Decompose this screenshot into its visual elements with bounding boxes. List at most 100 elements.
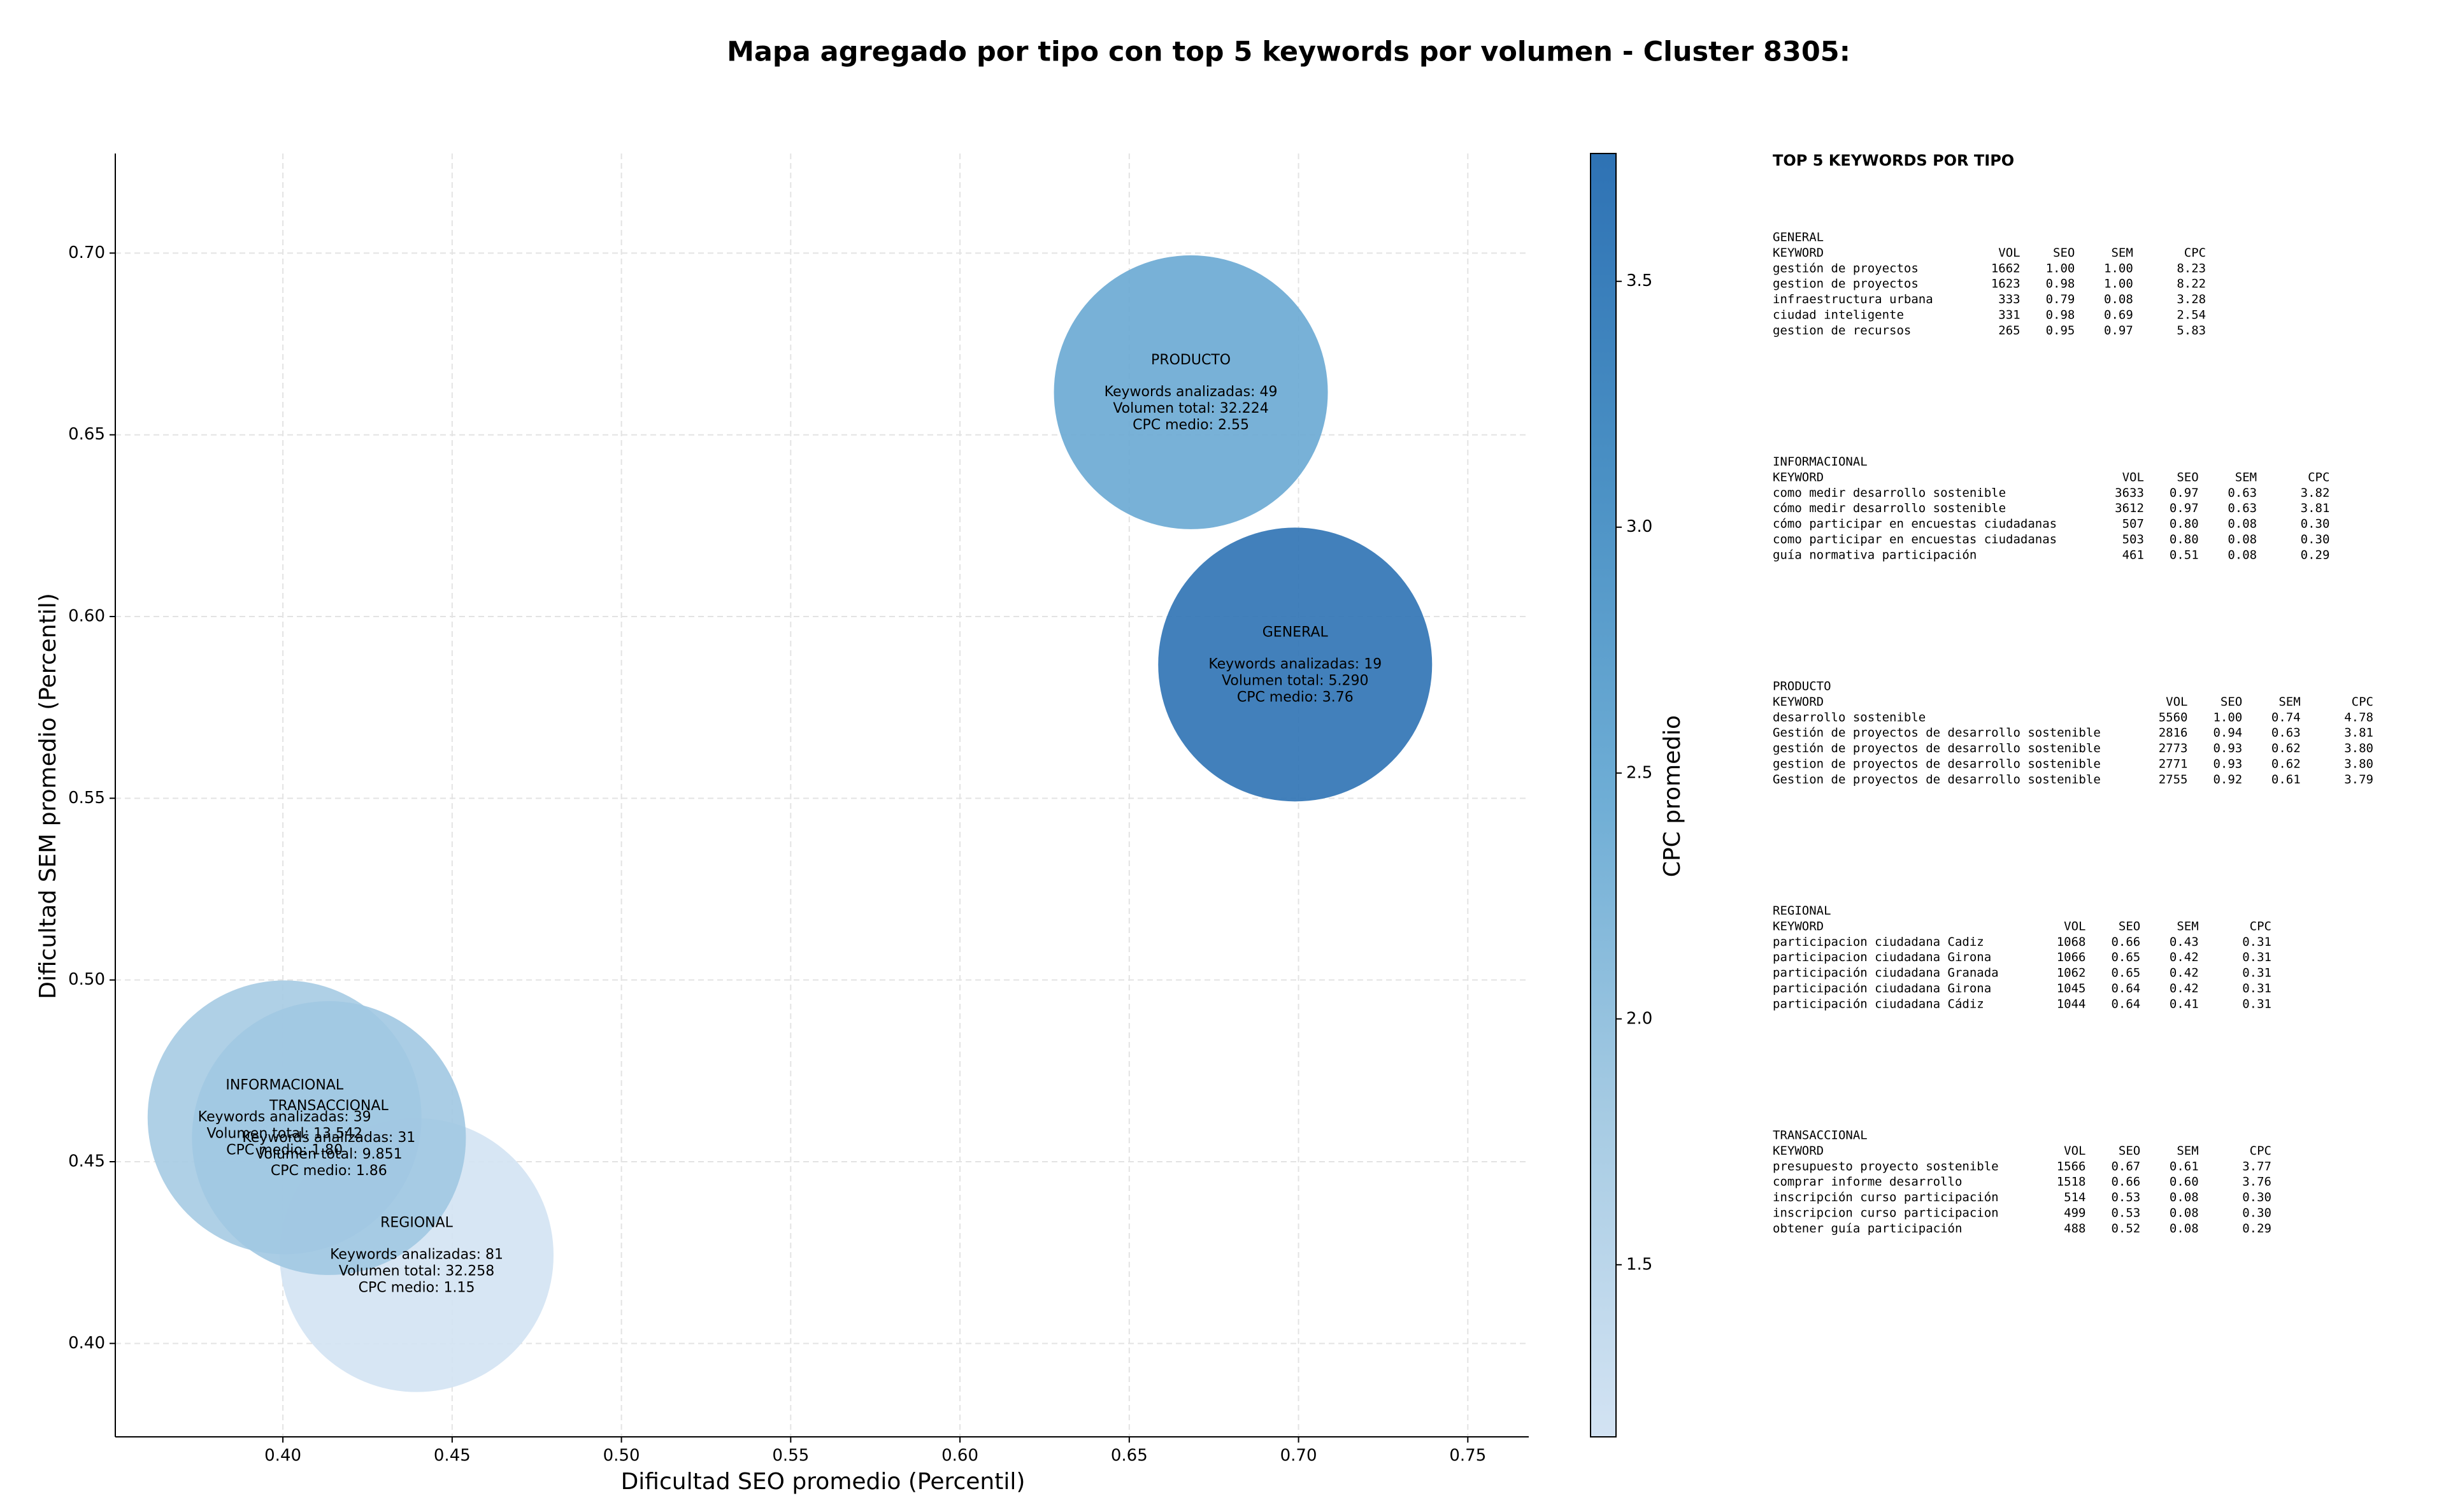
- table-cell: cómo medir desarrollo sostenible: [1773, 501, 2006, 515]
- table-cell: como participar en encuestas ciudadanas: [1773, 532, 2057, 546]
- table-cell: 3633: [2115, 486, 2144, 500]
- table-header: KEYWORD: [1773, 1144, 1824, 1158]
- x-tick-label: 0.75: [1449, 1446, 1486, 1466]
- table-cell: 3.80: [2344, 757, 2373, 771]
- x-axis-label: Dificultad SEO promedio (Percentil): [621, 1469, 1026, 1495]
- table-header: CPC: [2308, 470, 2329, 484]
- table-cell: gestion de recursos: [1773, 324, 1911, 338]
- table-cell: participación ciudadana Girona: [1773, 981, 1991, 995]
- bubble-annotation: Volumen total: 13.542: [207, 1125, 362, 1141]
- panel-title: TOP 5 KEYWORDS POR TIPO: [1773, 152, 2014, 169]
- table-cell: guía normativa participación: [1773, 548, 1977, 562]
- bubble-annotation: CPC medio: 1.86: [271, 1163, 387, 1179]
- table-cell: 0.30: [2242, 1206, 2271, 1220]
- table-cell: participacion ciudadana Girona: [1773, 950, 1991, 964]
- table-cell: ciudad inteligente: [1773, 308, 1904, 322]
- table-cell: 0.67: [2111, 1159, 2140, 1173]
- bubble-name: REGIONAL: [380, 1215, 454, 1231]
- bubble-annotation: Volumen total: 32.224: [1113, 401, 1268, 417]
- table-header: SEO: [2053, 246, 2075, 260]
- table-cell: 5.83: [2177, 324, 2206, 338]
- table-cell: 0.63: [2228, 501, 2257, 515]
- bubble-annotation: CPC medio: 1.80: [226, 1142, 343, 1158]
- table-cell: 1068: [2057, 935, 2086, 949]
- x-tick-label: 0.45: [434, 1446, 471, 1466]
- table-cell: 1.00: [2046, 261, 2075, 275]
- table-cell: gestion de proyectos de desarrollo soste…: [1773, 757, 2101, 771]
- table-cell: 2816: [2159, 726, 2188, 740]
- table-cell: 0.61: [2170, 1159, 2199, 1173]
- bubble-annotation: Keywords analizadas: 39: [198, 1109, 371, 1125]
- x-tick-label: 0.40: [264, 1446, 301, 1466]
- table-cell: 3.28: [2177, 292, 2206, 306]
- table-cell: Gestion de proyectos de desarrollo soste…: [1773, 773, 2101, 787]
- table-cell: 0.42: [2170, 981, 2199, 995]
- table-cell: 8.23: [2177, 261, 2206, 275]
- table-cell: 0.29: [2301, 548, 2330, 562]
- x-tick-label: 0.70: [1280, 1446, 1317, 1466]
- chart-title: Mapa agregado por tipo con top 5 keyword…: [727, 36, 1850, 68]
- y-axis-label: Dificultad SEM promedio (Percentil): [35, 593, 61, 999]
- table-cell: 3612: [2115, 501, 2144, 515]
- bubble-name: PRODUCTO: [1151, 352, 1231, 368]
- table-cell: 0.61: [2271, 773, 2301, 787]
- table-cell: 0.93: [2213, 741, 2242, 755]
- table-cell: 0.97: [2170, 501, 2199, 515]
- table-header: SEM: [2177, 1144, 2198, 1158]
- table-cell: 0.41: [2170, 997, 2199, 1011]
- table-cell: comprar informe desarrollo: [1773, 1175, 1962, 1189]
- table-cell: 0.08: [2170, 1190, 2199, 1204]
- table-cell: 1066: [2057, 950, 2086, 964]
- table-cell: 0.31: [2242, 966, 2271, 980]
- bubble-annotation: Keywords analizadas: 31: [242, 1130, 415, 1146]
- y-tick-label: 0.45: [68, 1152, 105, 1171]
- group-name: PRODUCTO: [1773, 680, 1831, 694]
- bubble-annotation: CPC medio: 2.55: [1133, 417, 1249, 433]
- table-header: VOL: [2064, 1144, 2085, 1158]
- table-cell: gestion de proyectos: [1773, 277, 1919, 291]
- table-cell: 0.79: [2046, 292, 2075, 306]
- table-cell: 0.31: [2242, 981, 2271, 995]
- x-tick-label: 0.65: [1111, 1446, 1148, 1466]
- table-cell: 0.98: [2046, 308, 2075, 322]
- table-cell: como medir desarrollo sostenible: [1773, 486, 2006, 500]
- table-cell: 4.78: [2344, 710, 2373, 724]
- table-cell: Gestión de proyectos de desarrollo soste…: [1773, 726, 2101, 740]
- table-cell: 1045: [2057, 981, 2086, 995]
- table-cell: 0.69: [2104, 308, 2133, 322]
- colorbar-tick-label: 3.0: [1626, 517, 1652, 536]
- table-cell: 0.66: [2111, 935, 2140, 949]
- bubble-name: INFORMACIONAL: [225, 1077, 344, 1093]
- group-name: TRANSACCIONAL: [1773, 1129, 1868, 1143]
- colorbar-label: CPC promedio: [1659, 715, 1685, 877]
- table-cell: 0.62: [2271, 757, 2301, 771]
- table-cell: 0.08: [2228, 548, 2257, 562]
- table-cell: 0.92: [2213, 773, 2242, 787]
- table-cell: 333: [1998, 292, 2020, 306]
- table-cell: infraestructura urbana: [1773, 292, 1933, 306]
- bubble: [1158, 527, 1433, 802]
- table-header: KEYWORD: [1773, 246, 1824, 260]
- table-cell: 265: [1998, 324, 2020, 338]
- table-cell: 0.80: [2170, 532, 2199, 546]
- table-cell: 1.00: [2213, 710, 2242, 724]
- table-cell: 0.31: [2242, 950, 2271, 964]
- table-cell: 0.63: [2228, 486, 2257, 500]
- x-tick-label: 0.55: [772, 1446, 809, 1466]
- table-cell: 488: [2064, 1222, 2085, 1236]
- table-header: SEO: [2119, 919, 2140, 933]
- table-cell: 0.08: [2104, 292, 2133, 306]
- table-cell: 2773: [2159, 741, 2188, 755]
- table-header: CPC: [2352, 695, 2373, 709]
- table-cell: 0.42: [2170, 950, 2199, 964]
- table-cell: 1062: [2057, 966, 2086, 980]
- table-cell: presupuesto proyecto sostenible: [1773, 1159, 1999, 1173]
- table-header: SEM: [2235, 470, 2257, 484]
- table-cell: 3.76: [2242, 1175, 2271, 1189]
- table-header: CPC: [2184, 246, 2206, 260]
- table-cell: 1566: [2057, 1159, 2086, 1173]
- table-header: KEYWORD: [1773, 695, 1824, 709]
- table-cell: 0.30: [2301, 517, 2330, 531]
- table-cell: 0.98: [2046, 277, 2075, 291]
